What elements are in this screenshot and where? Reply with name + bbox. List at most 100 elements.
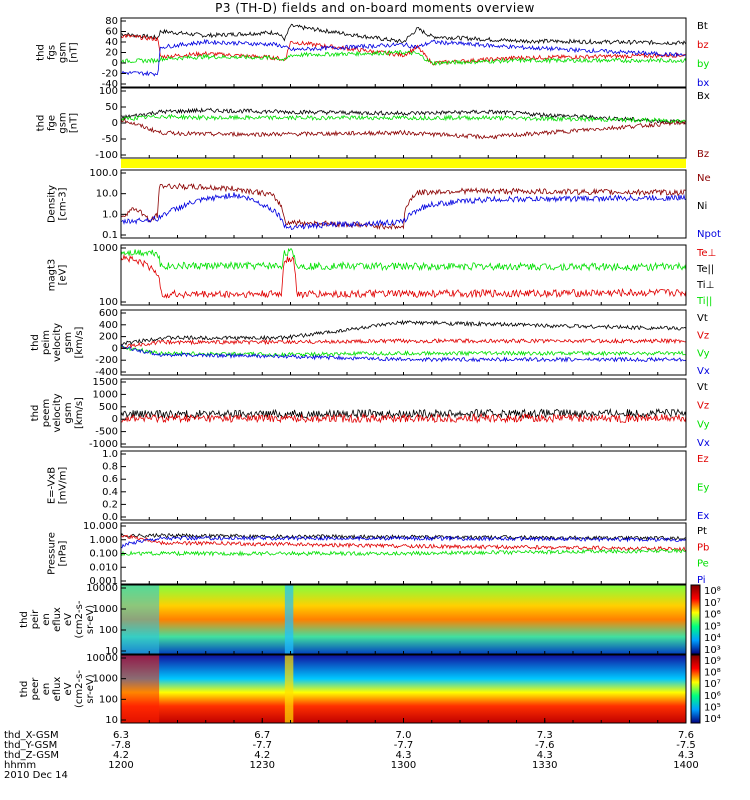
temp-ylabel: [eV]	[58, 265, 69, 286]
peim_vel-ylabel: gsm	[63, 332, 74, 353]
temp-series-ti	[120, 247, 687, 272]
fge-ytick-label: 100	[99, 86, 118, 97]
peim_vel-ytick-label: 400	[99, 320, 118, 331]
peim_vel-series-vy	[120, 345, 687, 358]
fgs-ylabel: fgs	[47, 45, 58, 60]
temp-legend-0: Te⊥	[696, 248, 716, 259]
xaxis-tick-label: -7.7	[252, 740, 272, 751]
peir-ylabel: (cm2-s-	[74, 600, 85, 638]
efield-legend-0: Ez	[697, 454, 709, 465]
fge-series-bz	[120, 117, 687, 140]
peim_vel-ytick-label: 200	[99, 332, 118, 343]
efield-ytick-label: 0.4	[102, 487, 118, 498]
xaxis-tick-label: -7.8	[111, 740, 131, 751]
xaxis-tick-label: 4.3	[537, 750, 553, 761]
fgs-series-bx	[120, 38, 687, 77]
peer-colorbar-tick: 10⁶	[704, 691, 721, 702]
xaxis-tick-label: -7.6	[535, 740, 555, 751]
temp-legend-2: Ti⊥	[696, 280, 714, 291]
peem_vel-ylabel: peem	[41, 399, 52, 427]
fge-ytick-label: 0	[112, 118, 118, 129]
peem_vel-legend-0: Vt	[697, 382, 708, 393]
fge-series-green	[120, 113, 687, 124]
pressure-legend-0: Pt	[697, 526, 707, 537]
fgs-ylabel: [nT]	[69, 42, 80, 62]
efield-ylabel: [mV/m]	[58, 467, 69, 505]
fge-frame	[120, 87, 687, 159]
fgs-ytick-label: -40	[102, 79, 118, 90]
peim_vel-ytick-label: 0	[112, 343, 118, 354]
density-ylabel: [cm-3]	[58, 187, 69, 220]
peir-ylabel: peir	[30, 609, 41, 629]
efield-legend-2: Ex	[697, 511, 709, 522]
pressure-ylabel: Pressure	[47, 532, 58, 575]
peem_vel-ytick-label: -1000	[89, 439, 118, 450]
xaxis-tick-label: -7.7	[394, 740, 414, 751]
peim_vel-series-vt	[120, 319, 687, 347]
fgs-series-by	[120, 49, 687, 66]
xaxis-row-label: 2010 Dec 14	[4, 770, 68, 781]
xaxis-tick-label: 7.0	[396, 730, 412, 741]
peir-spectrogram	[121, 585, 686, 654]
pressure-ytick-label: 1.000	[89, 535, 118, 546]
fgs-legend-1: bz	[697, 40, 709, 51]
page-title: P3 (TH-D) fields and on-board moments ov…	[215, 1, 535, 15]
xaxis-tick-label: 1300	[391, 760, 416, 771]
peim_vel-series-vz	[120, 337, 687, 350]
peem_vel-ytick-label: 1500	[93, 377, 118, 388]
peer-ylabel: (cm2-s-	[74, 670, 85, 708]
fgs-legend-3: bx	[697, 78, 709, 89]
peim_vel-legend-2: Vy	[697, 348, 710, 359]
density-ytick-label: 1.0	[102, 209, 118, 220]
xaxis-tick-label: 7.3	[537, 730, 553, 741]
xaxis-tick-label: 1330	[532, 760, 557, 771]
peem_vel-ytick-label: 1000	[93, 389, 118, 400]
pressure-ytick-label: 0.001	[89, 576, 118, 587]
temp-ytick-label: 1000	[93, 243, 118, 254]
peer-ylabel: eV	[63, 682, 74, 695]
peim_vel-ytick-label: 600	[99, 308, 118, 319]
peer-ylabel: en	[41, 683, 52, 696]
peir-colorbar-tick: 10⁷	[704, 598, 721, 609]
efield-ytick-label: 0.0	[102, 512, 118, 523]
peir-colorbar-tick: 10⁶	[704, 610, 721, 621]
density-series-npot	[120, 192, 687, 231]
peir-ylabel: sr-eV)	[85, 605, 96, 634]
xaxis-tick-label: 4.2	[254, 750, 270, 761]
fge-ytick-label: 50	[105, 102, 118, 113]
peer-colorbar-tick: 10⁷	[704, 679, 721, 690]
pressure-series-pe	[120, 548, 687, 557]
fgs-ytick-label: 20	[105, 48, 118, 59]
efield-ytick-label: 0.6	[102, 474, 118, 485]
temp-legend-1: Te||	[696, 264, 714, 275]
xaxis-row-label: thd_Z-GSM	[4, 750, 59, 761]
temp-ytick-label: 100	[99, 297, 118, 308]
peer-spectrogram	[121, 655, 686, 723]
fge-ylabel: [nT]	[69, 113, 80, 133]
peem_vel-ytick-label: -500	[95, 427, 118, 438]
xaxis-tick-label: 4.3	[678, 750, 694, 761]
peem_vel-ylabel: thd	[30, 405, 41, 422]
peir-colorbar	[690, 584, 701, 655]
peir-ylabel: eV	[63, 613, 74, 626]
peir-dropout-interval	[284, 585, 294, 654]
fgs-ytick-label: 80	[105, 16, 118, 27]
peir-ylabel: thd	[19, 611, 30, 628]
peim_vel-ylabel: [km/s]	[74, 326, 85, 358]
peim_vel-legend-3: Vx	[697, 366, 710, 377]
density-legend-2: Npot	[697, 229, 721, 240]
peer-ytick-label: 1000	[93, 674, 118, 685]
peem_vel-legend-2: Vy	[697, 419, 710, 430]
fge-series-bx	[121, 107, 687, 126]
peer-ylabel: thd	[19, 681, 30, 698]
xaxis-tick-label: 1230	[250, 760, 275, 771]
peer-ytick-label: 10000	[86, 653, 118, 664]
xaxis-tick-label: -7.5	[676, 740, 696, 751]
peim_vel-ylabel: peim	[41, 330, 52, 355]
peer-early-interval	[121, 655, 160, 723]
pressure-series-pt	[120, 532, 686, 542]
peem_vel-series-vt	[120, 407, 687, 420]
peer-colorbar-tick: 10⁸	[704, 668, 721, 679]
xaxis-tick-label: 6.7	[254, 730, 270, 741]
yellow-flag-bar	[121, 159, 686, 168]
